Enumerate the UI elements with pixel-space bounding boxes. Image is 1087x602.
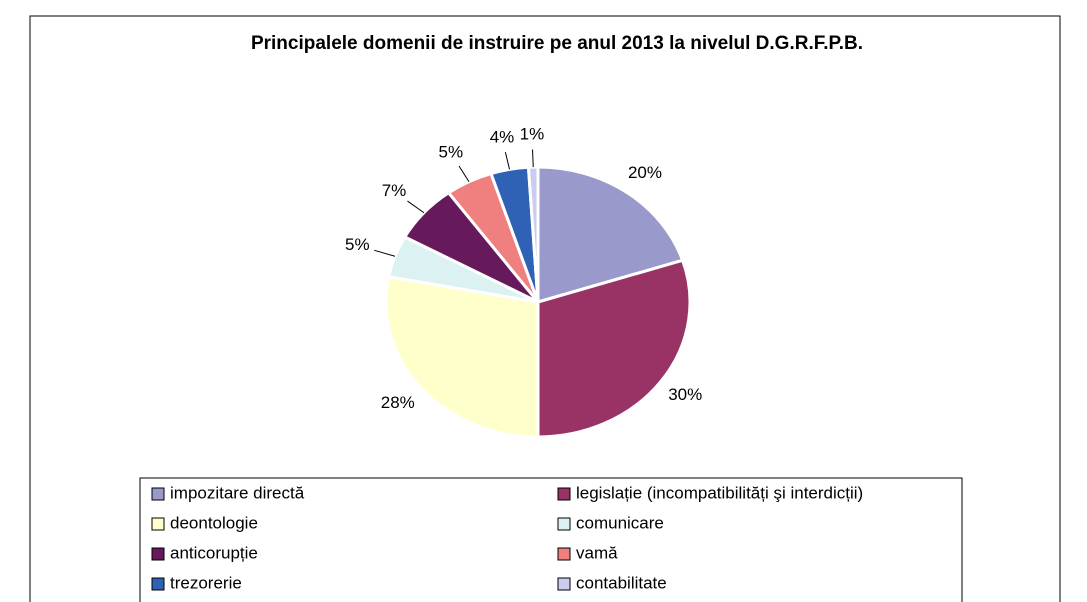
data-label: 5%	[345, 235, 370, 254]
legend-label: deontologie	[170, 513, 258, 532]
data-label: 30%	[668, 385, 702, 404]
data-label: 28%	[381, 393, 415, 412]
legend-label: impozitare directă	[170, 483, 305, 502]
legend-swatch	[151, 517, 165, 531]
legend-swatch	[557, 577, 571, 591]
data-label: 7%	[382, 181, 407, 200]
legend-swatch	[557, 517, 571, 531]
legend-swatch	[557, 547, 571, 561]
data-label: 4%	[490, 127, 515, 146]
legend-box	[139, 477, 963, 602]
leader-line	[458, 165, 470, 182]
leader-line	[374, 249, 396, 257]
legend-label: vamă	[576, 543, 618, 562]
data-label: 5%	[439, 143, 464, 162]
legend-swatch	[557, 487, 571, 501]
legend-label: trezorerie	[170, 573, 242, 592]
legend-swatch	[151, 487, 165, 501]
legend-label: anticorupție	[170, 543, 258, 562]
legend-label: legislație (incompatibilități şi interdi…	[576, 483, 863, 502]
chart-title: Principalele domenii de instruire pe anu…	[251, 33, 863, 54]
pie-slice	[384, 274, 540, 439]
data-label: 20%	[628, 163, 662, 182]
leader-line	[504, 151, 511, 170]
pie-slice	[536, 165, 685, 304]
legend-swatch	[151, 547, 165, 561]
leader-line	[407, 200, 425, 214]
data-label: 1%	[520, 125, 545, 144]
legend-label: contabilitate	[576, 573, 667, 592]
leader-line	[532, 149, 534, 168]
legend-label: comunicare	[576, 513, 664, 532]
pie-slice	[536, 258, 692, 439]
legend-swatch	[151, 577, 165, 591]
